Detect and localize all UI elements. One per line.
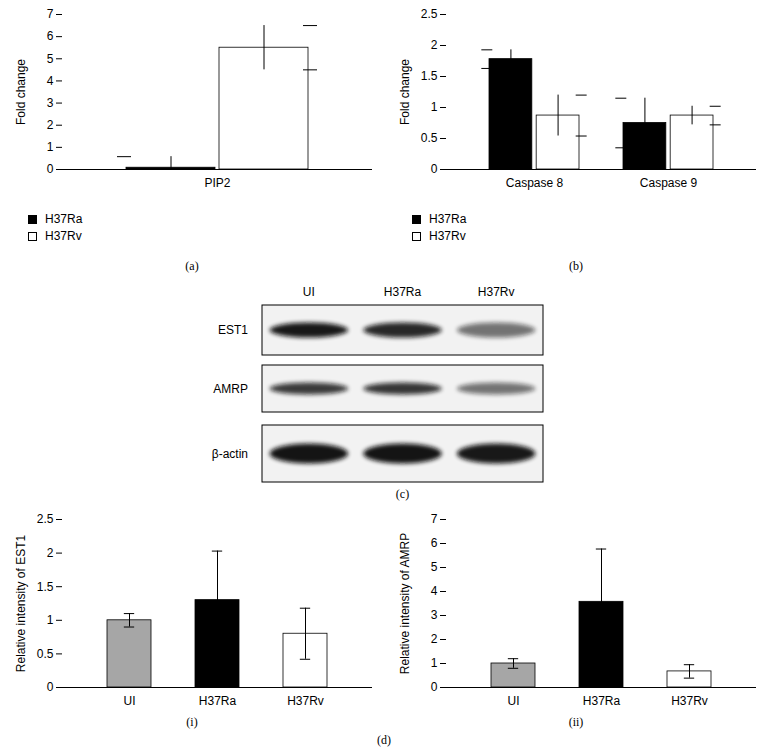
- svg-text:3: 3: [47, 96, 54, 110]
- svg-text:Relative intensity of EST1: Relative intensity of EST1: [14, 534, 28, 672]
- svg-text:0: 0: [431, 680, 438, 694]
- svg-text:H37Rv: H37Rv: [287, 694, 324, 708]
- svg-text:4: 4: [47, 74, 54, 88]
- svg-text:2: 2: [47, 546, 54, 560]
- svg-text:2.5: 2.5: [37, 512, 54, 526]
- html-text:(ii): (ii): [568, 715, 584, 729]
- svg-text:H37Ra: H37Ra: [583, 694, 621, 708]
- svg-text:H37Ra: H37Ra: [384, 285, 422, 299]
- svg-text:Fold change: Fold change: [14, 59, 28, 125]
- svg-text:AMRP: AMRP: [213, 382, 248, 396]
- svg-text:7: 7: [47, 7, 54, 21]
- svg-text:4: 4: [431, 584, 438, 598]
- svg-text:2: 2: [47, 118, 54, 132]
- svg-text:1.5: 1.5: [421, 69, 438, 83]
- svg-text:1: 1: [47, 140, 54, 154]
- svg-text:6: 6: [431, 536, 438, 550]
- svg-text:1: 1: [47, 613, 54, 627]
- html-text:(a): (a): [185, 259, 199, 273]
- svg-text:Caspase 9: Caspase 9: [640, 176, 698, 190]
- svg-text:0: 0: [47, 162, 54, 176]
- html-text:(d): (d): [377, 733, 391, 747]
- svg-text:UI: UI: [124, 694, 136, 708]
- svg-text:EST1: EST1: [218, 323, 248, 337]
- svg-text:H37Ra: H37Ra: [199, 694, 237, 708]
- html-text:(b): (b): [569, 259, 583, 273]
- svg-text:UI: UI: [303, 285, 315, 299]
- svg-text:5: 5: [431, 560, 438, 574]
- svg-text:Relative intensity of AMRP: Relative intensity of AMRP: [398, 533, 412, 674]
- svg-text:2: 2: [431, 38, 438, 52]
- svg-text:(c): (c): [396, 487, 409, 501]
- svg-text:1: 1: [431, 656, 438, 670]
- svg-text:1.5: 1.5: [37, 580, 54, 594]
- svg-text:6: 6: [47, 29, 54, 43]
- svg-text:H37Rv: H37Rv: [671, 694, 708, 708]
- html-text:H37Rv: H37Rv: [45, 229, 82, 243]
- svg-text:0.5: 0.5: [37, 647, 54, 661]
- html-text:H37Rv: H37Rv: [429, 229, 466, 243]
- svg-text:2: 2: [431, 632, 438, 646]
- svg-text:1: 1: [431, 100, 438, 114]
- svg-text:H37Rv: H37Rv: [478, 285, 515, 299]
- html-text:H37Ra: H37Ra: [45, 212, 83, 226]
- html-text:(i): (i): [186, 715, 198, 729]
- svg-text:β-actin: β-actin: [212, 447, 248, 461]
- svg-text:3: 3: [431, 608, 438, 622]
- svg-text:Caspase 8: Caspase 8: [506, 176, 564, 190]
- svg-text:0: 0: [47, 680, 54, 694]
- svg-text:7: 7: [431, 512, 438, 526]
- svg-text:0.5: 0.5: [421, 131, 438, 145]
- svg-text:PIP2: PIP2: [204, 176, 230, 190]
- svg-text:5: 5: [47, 52, 54, 66]
- html-text:H37Ra: H37Ra: [429, 212, 467, 226]
- svg-text:Fold change: Fold change: [398, 59, 412, 125]
- svg-text:2.5: 2.5: [421, 7, 438, 21]
- svg-text:0: 0: [431, 162, 438, 176]
- svg-text:UI: UI: [508, 694, 520, 708]
